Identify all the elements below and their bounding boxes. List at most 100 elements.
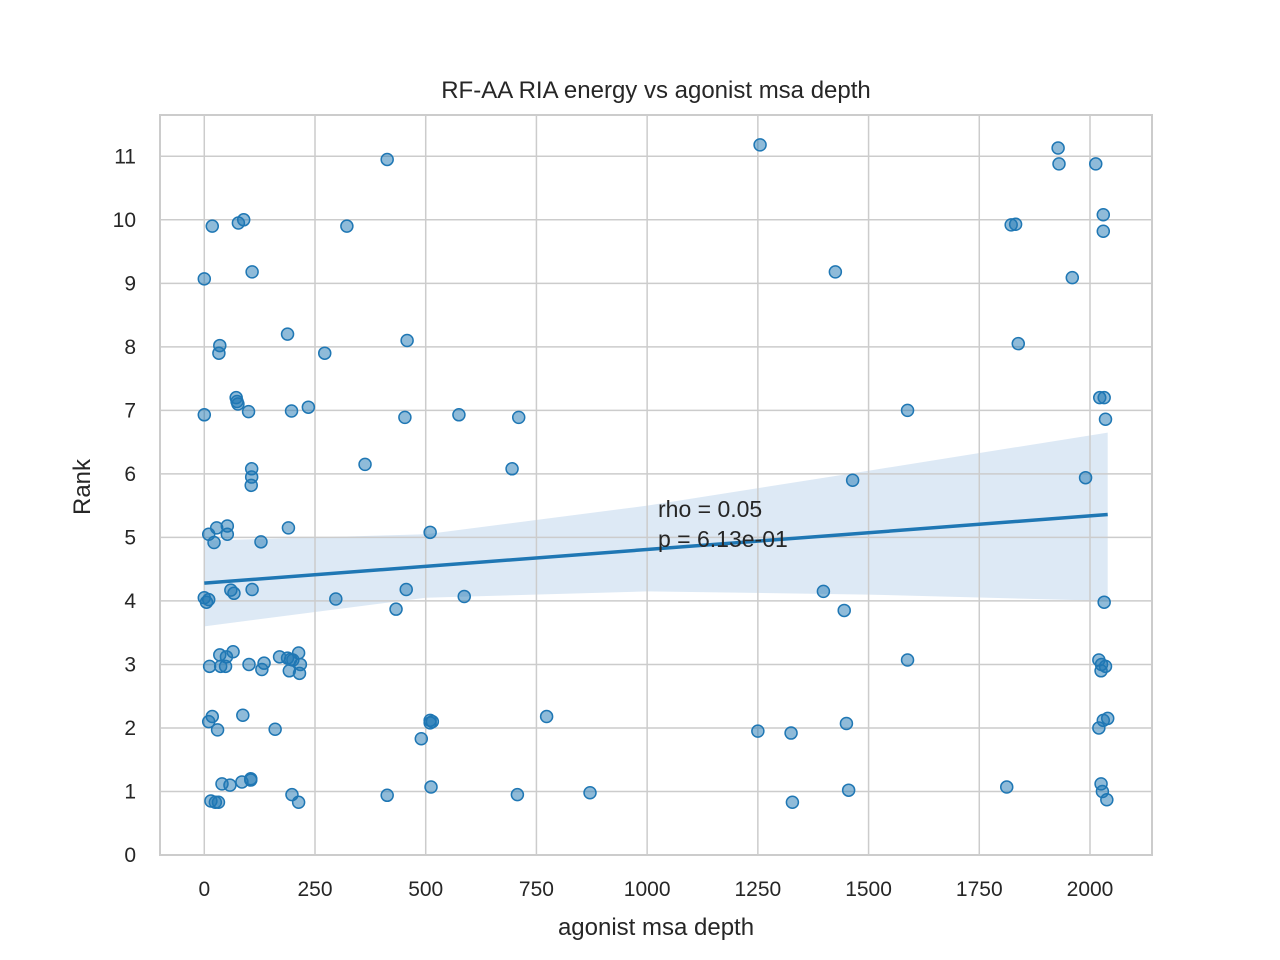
data-point xyxy=(753,138,767,152)
data-point xyxy=(329,592,343,606)
x-tick-label: 1000 xyxy=(624,878,671,901)
data-point xyxy=(999,780,1014,794)
data-point xyxy=(1098,659,1113,674)
annotation-line: p = 6.13e-01 xyxy=(658,526,788,552)
data-point xyxy=(291,646,306,660)
data-point xyxy=(317,346,332,360)
data-point xyxy=(197,272,212,286)
data-point xyxy=(340,219,354,233)
y-tick-labels: 0 1 2 3 4 5 6 7 8 9 10 11 xyxy=(113,145,137,867)
data-point xyxy=(223,778,237,792)
data-point xyxy=(900,653,915,667)
data-point xyxy=(511,410,526,425)
data-point xyxy=(839,716,854,731)
data-point xyxy=(245,265,259,279)
data-point xyxy=(210,723,225,737)
x-tick-label: 1500 xyxy=(845,878,892,901)
data-point xyxy=(389,602,403,616)
data-point xyxy=(423,525,437,540)
x-tick-label: 750 xyxy=(519,878,554,901)
regression-line xyxy=(204,512,1108,585)
data-point xyxy=(837,603,851,618)
data-point xyxy=(510,787,525,802)
data-point xyxy=(424,780,438,794)
data-point xyxy=(244,470,259,484)
data-point xyxy=(293,657,308,672)
data-point xyxy=(281,521,296,535)
data-point xyxy=(197,408,212,422)
data-point xyxy=(1008,217,1023,232)
y-tick-label: 8 xyxy=(124,336,136,359)
y-tick-label: 2 xyxy=(124,717,136,740)
data-point xyxy=(1011,336,1026,351)
x-tick-label: 500 xyxy=(408,878,443,901)
data-point xyxy=(280,327,295,341)
plot-frame xyxy=(159,114,1153,856)
annotation-line: rho = 0.05 xyxy=(658,496,762,522)
data-point xyxy=(900,403,915,418)
y-tick-label: 0 xyxy=(124,844,136,867)
data-point xyxy=(505,462,519,476)
data-point xyxy=(1096,224,1111,238)
data-point xyxy=(380,788,394,803)
data-point xyxy=(785,795,800,810)
data-point xyxy=(784,726,798,740)
data-point xyxy=(539,709,554,724)
data-point xyxy=(268,722,282,736)
data-point xyxy=(425,714,440,729)
chart-title: RF-AA RIA energy vs agonist msa depth xyxy=(441,77,871,104)
data-point xyxy=(583,786,597,800)
data-point xyxy=(254,535,268,549)
data-point xyxy=(1100,792,1114,807)
data-point xyxy=(236,708,250,723)
data-point xyxy=(201,592,216,607)
confidence-band xyxy=(204,432,1108,627)
x-tick-label: 1250 xyxy=(734,878,781,901)
data-point xyxy=(841,783,856,797)
data-point xyxy=(1089,157,1103,171)
y-tick-label: 4 xyxy=(124,590,136,613)
data-point xyxy=(457,589,471,604)
data-point xyxy=(284,404,299,418)
data-point xyxy=(205,709,220,724)
y-tick-label: 3 xyxy=(124,653,136,676)
data-point xyxy=(380,152,394,167)
x-tick-label: 0 xyxy=(198,878,210,901)
y-tick-label: 6 xyxy=(124,463,136,486)
data-point xyxy=(400,333,414,348)
data-point xyxy=(242,657,256,672)
x-tick-label: 1750 xyxy=(956,878,1003,901)
y-tick-label: 9 xyxy=(124,272,136,295)
data-point xyxy=(291,795,306,810)
y-tick-label: 5 xyxy=(124,526,136,549)
data-point xyxy=(1098,412,1113,427)
data-point xyxy=(1065,270,1080,285)
data-point xyxy=(452,408,466,422)
data-point xyxy=(226,644,240,659)
y-tick-label: 10 xyxy=(113,209,136,232)
data-point xyxy=(1078,470,1093,485)
data-point xyxy=(213,338,227,353)
data-point xyxy=(1096,207,1111,222)
x-tick-label: 250 xyxy=(297,878,332,901)
fit-line-layer xyxy=(204,512,1108,585)
data-point xyxy=(414,732,429,746)
y-tick-label: 7 xyxy=(124,399,136,422)
data-point xyxy=(211,795,226,810)
x-tick-label: 2000 xyxy=(1067,878,1114,901)
data-point xyxy=(1100,711,1115,726)
x-tick-labels: 0 250 500 750 1000 1250 1500 1750 2000 xyxy=(198,878,1113,901)
data-point xyxy=(244,772,258,786)
data-point xyxy=(845,473,860,487)
y-tick-label: 1 xyxy=(124,780,136,803)
confidence-band-layer xyxy=(204,432,1108,627)
data-point xyxy=(245,582,259,597)
points-layer xyxy=(197,138,1115,810)
data-point xyxy=(205,219,220,233)
data-point xyxy=(1051,141,1065,155)
data-point xyxy=(241,404,256,419)
data-point xyxy=(398,410,412,425)
data-point xyxy=(257,656,271,670)
data-point xyxy=(236,213,251,227)
